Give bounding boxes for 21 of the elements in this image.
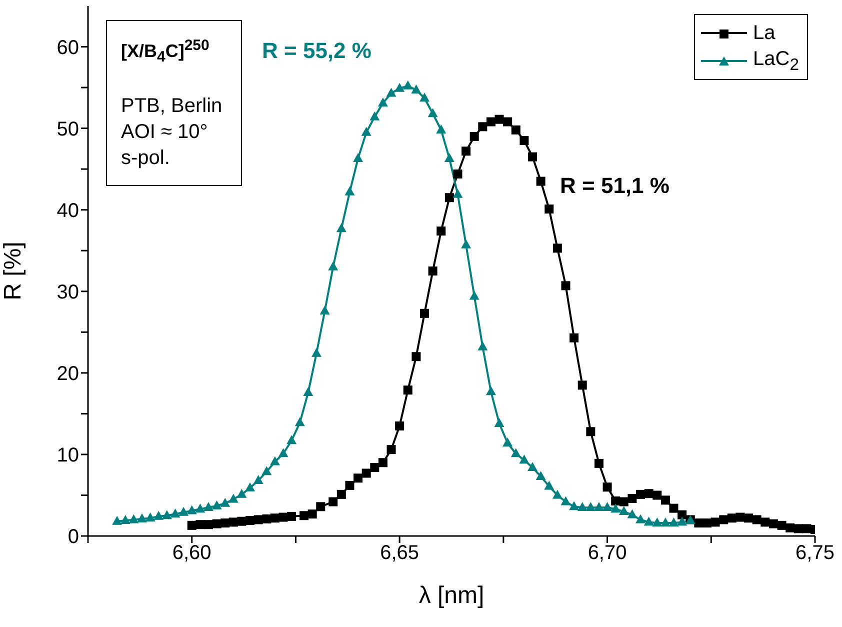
annotation: s-pol.: [121, 146, 171, 171]
x-tick-label: 6,60: [172, 542, 212, 564]
y-tick-label: 0: [68, 526, 79, 548]
annotation: AOI ≈ 10°: [121, 120, 209, 145]
y-tick-label: 40: [56, 200, 79, 222]
legend-label: LaC$_{2}$: [753, 48, 799, 74]
legend-label: La: [753, 22, 776, 44]
annotation: R = 51,1 %: [560, 173, 670, 199]
y-tick-label: 50: [56, 118, 79, 140]
x-tick-label: 6,70: [588, 542, 627, 564]
y-axis-title: R [%]: [0, 242, 27, 300]
annotation: R = 55,2 %: [262, 38, 372, 64]
y-tick-label: 20: [56, 363, 79, 386]
annotation: [X/B$_{4}$C]$^{250}$: [121, 36, 210, 68]
y-tick-label: 30: [56, 281, 79, 304]
x-tick-label: 6,65: [380, 542, 420, 564]
annotation: PTB, Berlin: [121, 94, 224, 119]
y-tick-label: 60: [56, 36, 79, 59]
y-tick-label: 10: [56, 444, 79, 467]
x-axis-title: λ [nm]: [418, 582, 484, 609]
x-tick-label: 6,75: [796, 542, 834, 564]
